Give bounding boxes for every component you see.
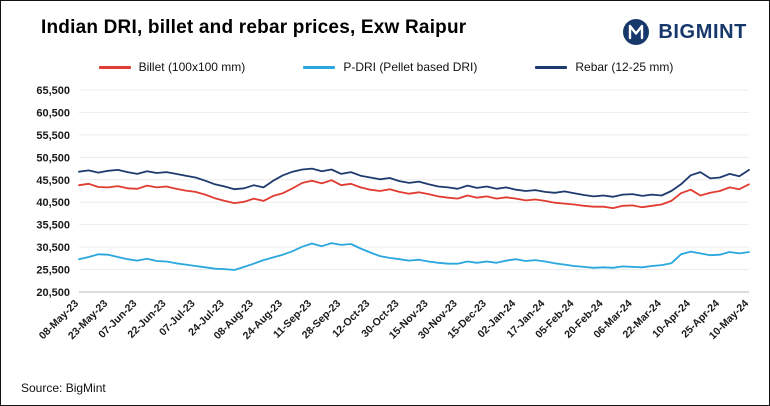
svg-text:60,500: 60,500 [36, 107, 70, 119]
svg-text:40,500: 40,500 [36, 197, 70, 209]
svg-text:25,500: 25,500 [36, 265, 70, 277]
legend-item-rebar: Rebar (12-25 mm) [535, 60, 673, 74]
svg-text:35,500: 35,500 [36, 220, 70, 232]
svg-text:45,500: 45,500 [36, 175, 70, 187]
rebar-line-swatch [535, 65, 568, 69]
billet-line-swatch [98, 65, 131, 69]
bigmint-logo-icon [623, 19, 650, 45]
pdri-line-swatch [303, 65, 336, 69]
price-chart: 20,500 25,500 30,500 35,500 40,500 45,500 50,5… [36, 85, 751, 342]
bigmint-logo-text: BIGMINT [658, 20, 747, 43]
bigmint-logo: BIGMINT [621, 17, 747, 47]
legend-label-pdri: P-DRI (Pellet based DRI) [343, 60, 478, 74]
chart-area: 20,500 25,500 30,500 35,500 40,500 45,500 50,5… [15, 80, 757, 361]
svg-text:20,500: 20,500 [36, 287, 70, 299]
legend-item-pdri: P-DRI (Pellet based DRI) [303, 60, 477, 74]
svg-text:50,500: 50,500 [36, 152, 70, 164]
header: Indian DRI, billet and rebar prices, Exw… [15, 15, 757, 47]
chart-title: Indian DRI, billet and rebar prices, Exw… [41, 17, 467, 38]
legend-label-billet: Billet (100x100 mm) [138, 60, 246, 74]
legend: Billet (100x100 mm) P-DRI (Pellet based … [15, 60, 757, 74]
svg-text:65,500: 65,500 [36, 85, 70, 97]
legend-item-billet: Billet (100x100 mm) [98, 60, 246, 74]
svg-text:30,500: 30,500 [36, 242, 70, 254]
svg-text:55,500: 55,500 [36, 130, 70, 142]
source-note: Source: BigMint [21, 381, 106, 395]
legend-label-rebar: Rebar (12-25 mm) [575, 60, 674, 74]
